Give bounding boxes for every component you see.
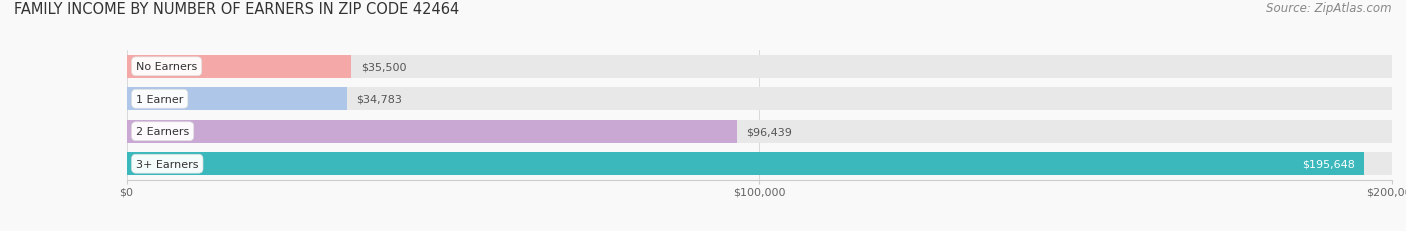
Text: $35,500: $35,500 — [360, 62, 406, 72]
Text: $195,648: $195,648 — [1302, 159, 1355, 169]
Text: $34,783: $34,783 — [356, 94, 402, 104]
Bar — [127, 120, 1392, 143]
Text: 2 Earners: 2 Earners — [136, 127, 190, 137]
Text: No Earners: No Earners — [136, 62, 197, 72]
Bar — [127, 153, 1392, 175]
Bar — [127, 88, 1392, 111]
Bar — [127, 88, 347, 111]
Bar — [127, 120, 737, 143]
Text: FAMILY INCOME BY NUMBER OF EARNERS IN ZIP CODE 42464: FAMILY INCOME BY NUMBER OF EARNERS IN ZI… — [14, 2, 460, 17]
Text: 1 Earner: 1 Earner — [136, 94, 183, 104]
Bar — [127, 153, 1364, 175]
Text: 3+ Earners: 3+ Earners — [136, 159, 198, 169]
Text: $96,439: $96,439 — [747, 127, 792, 137]
Bar — [127, 56, 352, 78]
Bar — [127, 56, 1392, 78]
Text: Source: ZipAtlas.com: Source: ZipAtlas.com — [1267, 2, 1392, 15]
